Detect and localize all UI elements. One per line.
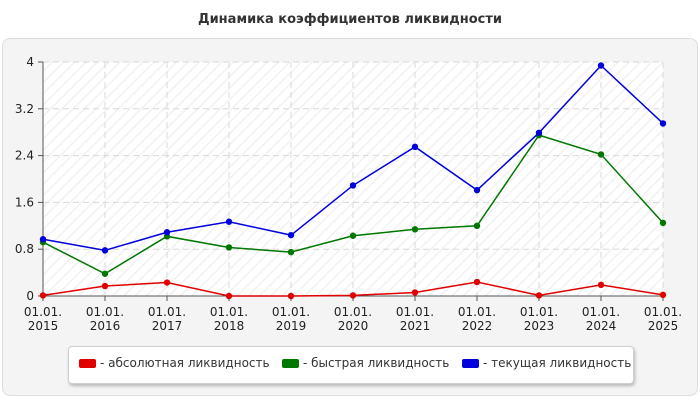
data-point bbox=[163, 229, 171, 236]
legend-swatch bbox=[79, 358, 96, 368]
x-tick-label-line: 01.01. bbox=[210, 305, 248, 319]
x-tick-label-line: 2025 bbox=[648, 319, 679, 333]
x-tick-label-line: 2020 bbox=[338, 319, 369, 333]
legend: - абсолютная ликвидность - быстрая ликви… bbox=[68, 346, 634, 384]
y-tick-label: 0 bbox=[26, 289, 34, 303]
y-tick-label: 1.6 bbox=[15, 195, 34, 209]
data-point bbox=[597, 151, 605, 158]
data-point bbox=[473, 278, 481, 286]
x-tick-label-line: 01.01. bbox=[24, 305, 62, 319]
x-tick-label-line: 01.01. bbox=[148, 305, 186, 319]
x-tick-label: 01.01. 2018 bbox=[210, 305, 248, 333]
data-point bbox=[473, 186, 481, 194]
data-point bbox=[101, 247, 109, 254]
data-point bbox=[39, 236, 47, 243]
x-tick-label: 01.01. 2025 bbox=[644, 305, 682, 333]
x-tick-label-line: 01.01. bbox=[458, 305, 496, 319]
data-point bbox=[349, 292, 357, 299]
axes bbox=[38, 61, 664, 301]
x-tick-label-line: 2021 bbox=[400, 319, 431, 333]
series-lines bbox=[39, 62, 667, 300]
x-tick-label: 01.01. 2019 bbox=[272, 305, 310, 333]
x-tick-label-line: 2018 bbox=[214, 319, 245, 333]
x-tick-label: 01.01. 2021 bbox=[396, 305, 434, 333]
legend-label: - быстрая ликвидность bbox=[303, 356, 450, 370]
x-tick-label: 01.01. 2023 bbox=[520, 305, 558, 333]
data-point bbox=[473, 222, 481, 229]
data-point bbox=[411, 226, 419, 233]
data-point bbox=[287, 231, 295, 239]
data-point bbox=[535, 129, 543, 136]
x-tick-label-line: 2022 bbox=[462, 319, 493, 333]
x-tick-label-line: 2015 bbox=[28, 319, 59, 333]
data-point bbox=[101, 270, 109, 277]
y-tick-label: 2.4 bbox=[15, 149, 34, 163]
data-point bbox=[659, 291, 667, 299]
data-point bbox=[411, 289, 419, 296]
x-tick-label-line: 01.01. bbox=[520, 305, 558, 319]
x-tick-label-line: 01.01. bbox=[582, 305, 620, 319]
y-tick-label: 4 bbox=[26, 55, 34, 69]
x-tick-label: 01.01. 2020 bbox=[334, 305, 372, 333]
data-point bbox=[597, 281, 605, 289]
x-tick-label-line: 01.01. bbox=[272, 305, 310, 319]
x-tick-label-line: 01.01. bbox=[86, 305, 124, 319]
x-tick-label: 01.01. 2015 bbox=[24, 305, 62, 333]
x-tick-label-line: 2017 bbox=[152, 319, 183, 333]
data-point bbox=[659, 219, 667, 227]
grid-lines bbox=[43, 61, 664, 296]
legend-item-current: - текущая ликвидность bbox=[462, 354, 631, 372]
x-tick-label-line: 2023 bbox=[524, 319, 555, 333]
x-tick-label-line: 01.01. bbox=[644, 305, 682, 319]
legend-item-quick: - быстрая ликвидность bbox=[282, 354, 449, 372]
data-point bbox=[101, 282, 109, 290]
x-tick-label: 01.01. 2022 bbox=[458, 305, 496, 333]
x-tick-label-line: 2016 bbox=[90, 319, 121, 333]
x-tick-label-line: 2024 bbox=[586, 319, 617, 333]
y-tick-label: 3.2 bbox=[15, 102, 34, 116]
data-point bbox=[411, 143, 419, 151]
legend-label: - абсолютная ликвидность bbox=[100, 356, 270, 370]
x-tick-label-line: 01.01. bbox=[334, 305, 372, 319]
data-point bbox=[287, 292, 295, 300]
data-point bbox=[225, 244, 233, 251]
data-point bbox=[349, 182, 357, 189]
data-point bbox=[597, 62, 605, 69]
data-point bbox=[535, 292, 543, 299]
legend-swatch bbox=[462, 358, 479, 368]
x-tick-label-line: 01.01. bbox=[396, 305, 434, 319]
data-point bbox=[349, 232, 357, 239]
x-tick-label-line: 2019 bbox=[276, 319, 307, 333]
y-tick-labels: 0 0.8 1.6 2.4 3.2 4 bbox=[15, 55, 34, 303]
data-point bbox=[39, 292, 47, 299]
legend-swatch bbox=[282, 358, 299, 368]
y-tick-label: 0.8 bbox=[15, 242, 34, 256]
data-point bbox=[225, 218, 233, 225]
data-point bbox=[163, 279, 171, 286]
data-point bbox=[287, 248, 295, 256]
x-tick-label: 01.01. 2024 bbox=[582, 305, 620, 333]
legend-item-absolute: - абсолютная ликвидность bbox=[79, 354, 270, 372]
legend-label: - текущая ликвидность bbox=[483, 356, 632, 370]
data-point bbox=[659, 120, 667, 127]
x-tick-label: 01.01. 2016 bbox=[86, 305, 124, 333]
chart-title: Динамика коэффициентов ликвидности bbox=[198, 12, 502, 27]
x-tick-label: 01.01. 2017 bbox=[148, 305, 186, 333]
data-point bbox=[225, 292, 233, 300]
